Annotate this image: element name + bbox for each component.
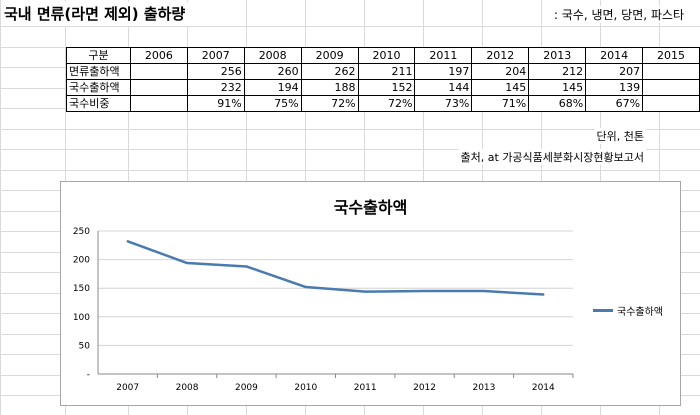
x-tick-label: 2007 [116, 383, 139, 393]
y-tick-label: 150 [73, 284, 90, 294]
row-label-cell[interactable]: 국수출하액 [66, 79, 131, 96]
x-tick-label: 2011 [354, 383, 377, 393]
series-line[interactable] [127, 240, 544, 296]
header-year-cell[interactable]: 2006 [129, 47, 188, 64]
x-tick-label: 2012 [413, 383, 436, 393]
header-year-cell[interactable]: 2015 [642, 47, 700, 64]
y-tick-label: 50 [79, 341, 91, 351]
header-year-cell[interactable]: 2011 [414, 47, 473, 64]
table-cell[interactable]: 212 [528, 63, 587, 80]
table-cell[interactable]: 72% [357, 95, 416, 112]
table-cell[interactable]: 207 [585, 63, 644, 80]
data-point[interactable] [126, 240, 129, 243]
table-cell[interactable]: 260 [243, 63, 302, 80]
table-cell[interactable]: 145 [471, 79, 530, 96]
table-cell[interactable] [642, 63, 700, 80]
table-cell[interactable] [129, 79, 188, 96]
row-label-cell[interactable]: 면류출하액 [66, 63, 131, 80]
x-tick-label: 2013 [472, 383, 495, 393]
table-cell[interactable]: 67% [585, 95, 644, 112]
data-point[interactable] [245, 265, 248, 268]
table-row: 면류출하액 256 260 262 211 197 204 212 207 [66, 63, 700, 80]
header-year-cell[interactable]: 2014 [585, 47, 644, 64]
table-row: 국수비중 91% 75% 72% 72% 73% 71% 68% 67% [66, 95, 700, 112]
chart-container[interactable]: 국수출하액 - 50 100 150 200 250 2007 2008 2009 2010 201… [60, 181, 681, 406]
table-cell[interactable]: 152 [357, 79, 416, 96]
data-point[interactable] [363, 290, 367, 293]
x-tick-label: 2014 [532, 383, 555, 393]
header-year-cell[interactable]: 2008 [243, 47, 302, 64]
table-cell[interactable] [129, 63, 188, 80]
table-cell[interactable]: 188 [300, 79, 359, 96]
header-year-cell[interactable]: 2012 [471, 47, 530, 64]
table-cell[interactable] [129, 95, 188, 112]
x-tick-label: 2009 [235, 383, 258, 393]
chart-legend: 국수출하액 [593, 303, 663, 318]
data-point[interactable] [542, 293, 545, 296]
table-cell[interactable]: 211 [357, 63, 416, 80]
table-cell[interactable]: 68% [528, 95, 587, 112]
table-cell[interactable]: 262 [300, 63, 359, 80]
row-label-cell[interactable]: 국수비중 [66, 95, 131, 112]
data-point[interactable] [185, 261, 189, 265]
table-cell[interactable]: 144 [414, 79, 473, 96]
y-tick-label: - [87, 370, 90, 380]
header-year-cell[interactable]: 2013 [528, 47, 587, 64]
table-header-row: 구분 2006 2007 2008 2009 2010 2011 2012 20… [66, 47, 700, 64]
table-cell[interactable] [642, 79, 700, 96]
table-cell[interactable]: 72% [300, 95, 359, 112]
legend-label: 국수출하액 [617, 307, 663, 318]
header-year-cell[interactable]: 2007 [186, 47, 245, 64]
sheet-title: 국내 면류(라면 제외) 출하량 [4, 2, 192, 26]
data-table: 구분 2006 2007 2008 2009 2010 2011 2012 20… [66, 47, 700, 112]
table-cell[interactable]: 197 [414, 63, 473, 80]
table-cell[interactable] [642, 95, 700, 112]
table-cell[interactable]: 91% [186, 95, 245, 112]
data-point[interactable] [304, 285, 308, 289]
unit-note: 단위, 천톤 [594, 128, 646, 144]
table-cell[interactable]: 73% [414, 95, 473, 112]
data-point[interactable] [482, 289, 486, 293]
y-tick-label: 250 [73, 227, 90, 237]
line-chart: - 50 100 150 200 250 2007 2008 2009 2010 2011 2012 2… [73, 227, 574, 393]
x-tick-label: 2010 [294, 383, 317, 393]
table-cell[interactable]: 256 [186, 63, 245, 80]
header-label-cell[interactable]: 구분 [66, 47, 131, 64]
header-year-cell[interactable]: 2010 [357, 47, 416, 64]
sheet-subtitle: : 국수, 냉면, 당면, 파스타 [551, 6, 686, 23]
table-cell[interactable]: 194 [243, 79, 302, 96]
table-cell[interactable]: 75% [243, 95, 302, 112]
data-point[interactable] [423, 289, 426, 293]
table-cell[interactable]: 139 [585, 79, 644, 96]
table-cell[interactable]: 204 [471, 63, 530, 80]
y-tick-label: 200 [73, 256, 90, 266]
table-cell[interactable]: 145 [528, 79, 587, 96]
y-tick-label: 100 [73, 313, 90, 323]
table-row: 국수출하액 232 194 188 152 144 145 145 139 [66, 79, 700, 96]
source-note: 출처, at 가공식품세분화시장현황보고서 [458, 149, 646, 165]
header-year-cell[interactable]: 2009 [300, 47, 359, 64]
legend-swatch [593, 309, 613, 312]
table-cell[interactable]: 71% [471, 95, 530, 112]
x-tick-label: 2008 [176, 383, 199, 393]
table-cell[interactable]: 232 [186, 79, 245, 96]
chart-title: 국수출하액 [333, 198, 408, 217]
